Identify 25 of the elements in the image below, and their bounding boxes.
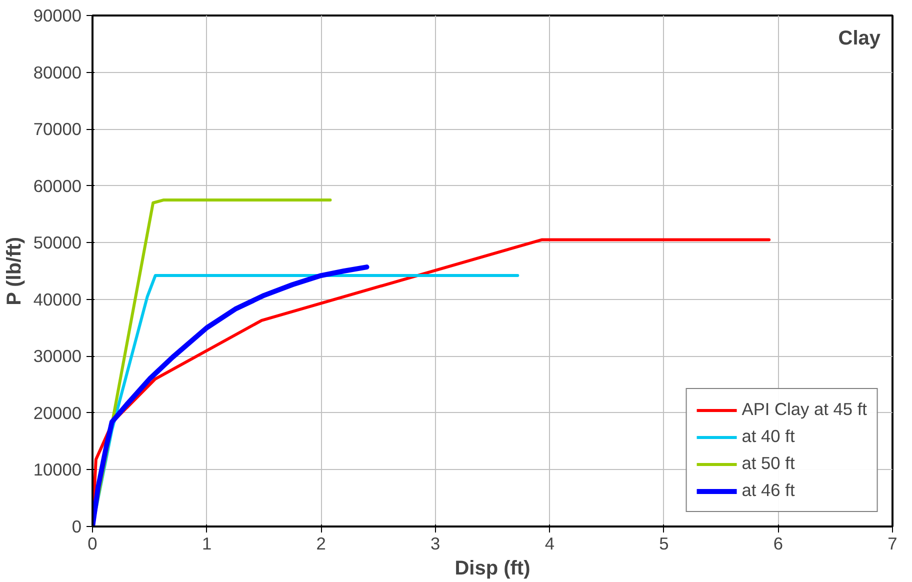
x-tick-label: 6 — [773, 534, 784, 554]
x-tick-label: 5 — [659, 534, 669, 554]
x-tick-label: 1 — [202, 534, 212, 554]
y-tick-label: 20000 — [33, 402, 82, 423]
y-tick-label: 0 — [72, 516, 82, 536]
y-tick-label: 90000 — [33, 6, 82, 26]
y-tick-label: 70000 — [33, 119, 82, 140]
legend-label: at 40 ft — [742, 426, 795, 447]
x-tick-label: 4 — [544, 534, 555, 554]
annotation: Clay — [838, 28, 882, 50]
y-tick-label: 30000 — [33, 346, 82, 366]
x-tick-label: 2 — [316, 534, 326, 554]
y-tick-label: 10000 — [33, 460, 82, 480]
x-axis-title: Disp (ft) — [454, 558, 530, 580]
y-axis-title: P (lb/ft) — [3, 236, 26, 306]
y-tick-label: 60000 — [33, 176, 82, 196]
legend-label: at 50 ft — [742, 453, 795, 474]
y-tick-label: 80000 — [33, 62, 82, 82]
legend-label: at 46 ft — [742, 480, 795, 501]
x-tick-label: 7 — [888, 534, 898, 554]
y-tick-label: 40000 — [33, 289, 82, 310]
legend-label: API Clay at 45 ft — [742, 399, 867, 420]
y-tick-label: 50000 — [33, 232, 82, 253]
x-tick-label: 3 — [430, 534, 440, 554]
x-tick-label: 0 — [88, 534, 98, 554]
